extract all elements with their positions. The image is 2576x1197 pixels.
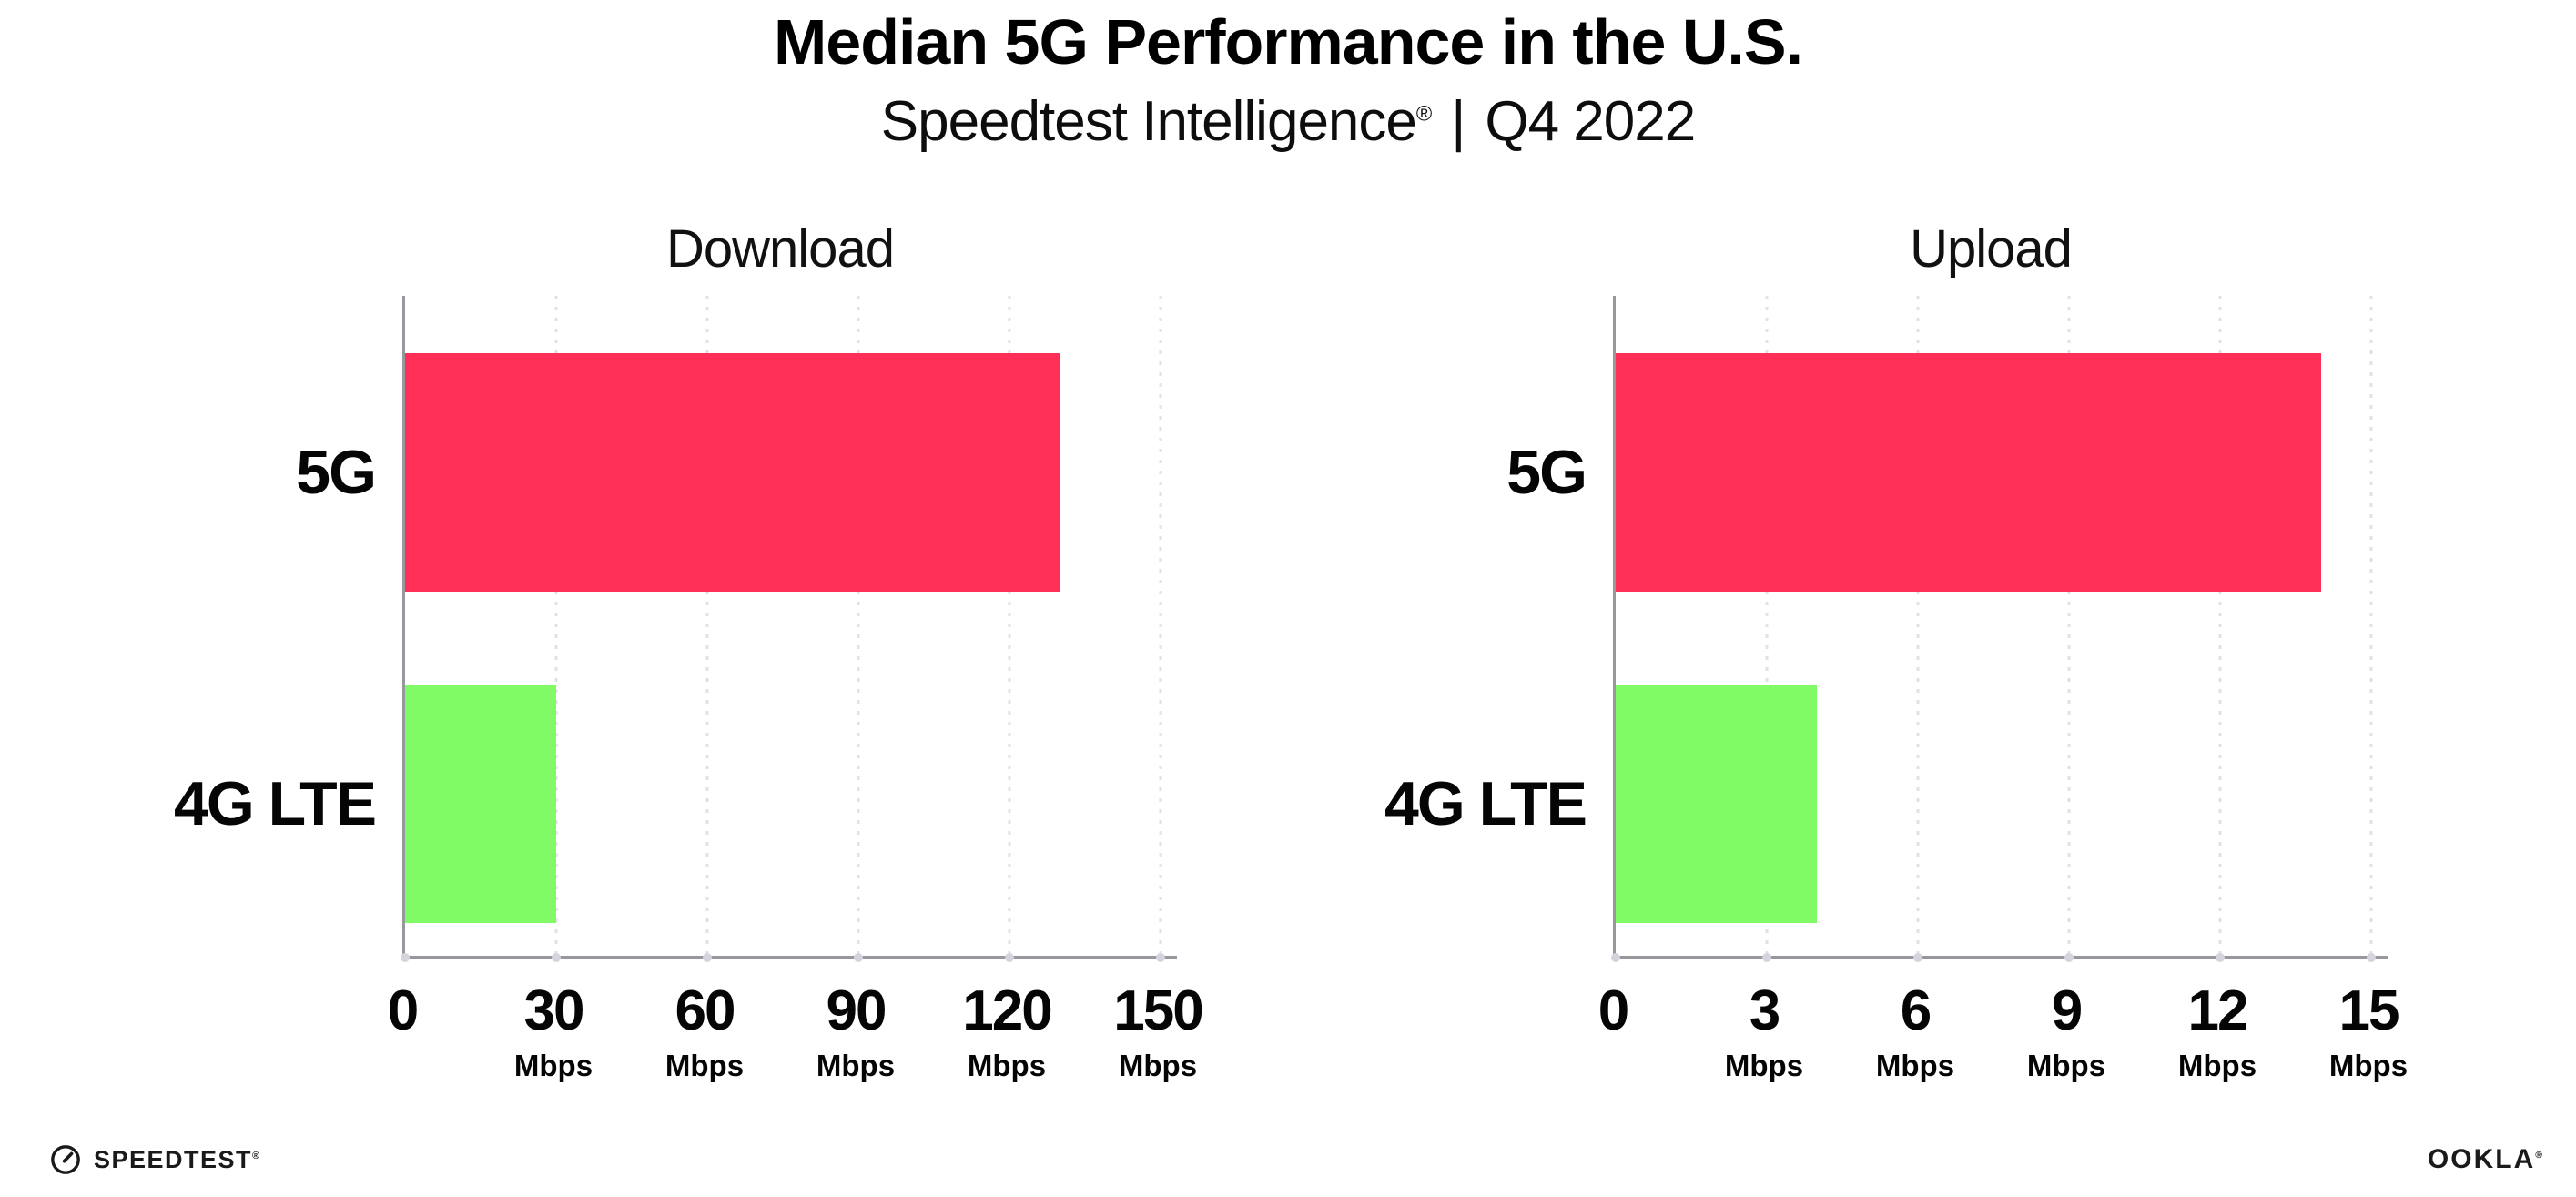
ookla-logo: OOKLA® xyxy=(2428,1146,2544,1173)
page-title: Median 5G Performance in the U.S. xyxy=(773,6,1803,77)
gridline xyxy=(2218,296,2222,956)
x-tick-label: 90 Mbps xyxy=(816,979,896,1082)
speedtest-logo: SPEEDTEST® xyxy=(50,1144,261,1175)
x-tick-unit: Mbps xyxy=(816,1049,896,1082)
bar-4g-lte xyxy=(1616,685,1818,923)
x-tick-value: 90 xyxy=(826,979,887,1042)
x-tick-unit: Mbps xyxy=(1875,1049,1955,1082)
category-label-4g-lte: 4G LTE xyxy=(174,769,377,838)
gridline xyxy=(2369,296,2373,956)
upload-plot-area xyxy=(1611,296,2388,962)
x-tick-label: 3 Mbps xyxy=(1724,979,1804,1082)
x-tick-label: 120 Mbps xyxy=(962,979,1052,1082)
upload-x-axis: 0 3 Mbps 6 Mbps 9 Mbps 12 Mbps 15 Mbps xyxy=(1598,956,2408,1129)
registered-trademark-icon: ® xyxy=(2535,1150,2544,1161)
page-subtitle: Speedtest Intelligence® | Q4 2022 xyxy=(0,89,2576,154)
ookla-wordmark: OOKLA xyxy=(2427,1144,2536,1174)
upload-chart-title: Upload xyxy=(1910,219,2073,279)
gridline xyxy=(1916,296,1920,956)
x-tick-label: 60 Mbps xyxy=(664,979,745,1082)
x-tick-value: 30 xyxy=(523,979,585,1042)
subtitle-period: Q4 2022 xyxy=(1485,90,1696,153)
bar-4g-lte xyxy=(405,685,556,923)
speedtest-gauge-icon xyxy=(51,1145,80,1174)
x-tick-value: 15 xyxy=(2338,979,2400,1042)
category-label-5g: 5G xyxy=(296,438,377,507)
x-tick-unit: Mbps xyxy=(1724,1049,1804,1082)
x-tick-value: 3 xyxy=(1749,979,1780,1042)
x-tick-value: 120 xyxy=(962,979,1052,1042)
gridline xyxy=(1008,296,1011,956)
x-tick-value: 9 xyxy=(2051,979,2083,1042)
axis-tick-dot xyxy=(401,953,410,962)
axis-tick-dot xyxy=(703,953,712,962)
registered-trademark-icon: ® xyxy=(1415,101,1432,126)
bar-5g xyxy=(1616,353,2321,592)
gridline xyxy=(705,296,709,956)
x-tick-unit: Mbps xyxy=(967,1049,1047,1082)
x-tick-label: 15 Mbps xyxy=(2328,979,2409,1082)
download-x-axis: 0 30 Mbps 60 Mbps 90 Mbps 120 Mbps 150 Mbps xyxy=(388,956,1204,1129)
x-tick-label: 6 Mbps xyxy=(1875,979,1955,1082)
subtitle-separator: | xyxy=(1451,90,1465,153)
axis-tick-dot xyxy=(1762,953,1771,962)
speedtest-wordmark: SPEEDTEST® xyxy=(94,1145,261,1173)
axis-tick-dot xyxy=(1156,953,1165,962)
category-label-5g: 5G xyxy=(1506,438,1587,507)
x-tick-value: 0 xyxy=(1597,979,1630,1042)
bar-5g xyxy=(405,353,1060,592)
x-tick-unit: Mbps xyxy=(1118,1049,1198,1082)
axis-tick-dot xyxy=(552,953,561,962)
axis-tick-dot xyxy=(1913,953,1922,962)
x-tick-unit: Mbps xyxy=(2026,1049,2106,1082)
gridline xyxy=(1159,296,1162,956)
gridline xyxy=(857,296,860,956)
subtitle-brand: Speedtest Intelligence xyxy=(880,90,1417,153)
x-tick-label: 0 xyxy=(1597,979,1630,1042)
axis-tick-dot xyxy=(2064,953,2074,962)
category-label-4g-lte: 4G LTE xyxy=(1384,769,1587,838)
gridline xyxy=(1765,296,1769,956)
download-chart-title: Download xyxy=(666,219,895,279)
download-chart: Download 0 30 Mbps 60 Mbps 90 Mbps 120 Mbps 150 Mb… xyxy=(137,218,1204,1129)
x-tick-unit: Mbps xyxy=(2328,1049,2409,1082)
x-tick-label: 0 xyxy=(387,979,420,1042)
axis-tick-dot xyxy=(854,953,863,962)
x-tick-unit: Mbps xyxy=(664,1049,745,1082)
x-tick-label: 9 Mbps xyxy=(2026,979,2106,1082)
x-tick-value: 0 xyxy=(387,979,420,1042)
axis-tick-dot xyxy=(1005,953,1014,962)
download-plot-area xyxy=(401,296,1177,962)
axis-tick-dot xyxy=(2216,953,2225,962)
upload-chart: Upload 0 3 Mbps 6 Mbps 9 Mbps 12 Mbps 15 Mbps 5G 4G… xyxy=(1347,218,2408,1129)
x-tick-value: 12 xyxy=(2187,979,2249,1042)
registered-trademark-icon: ® xyxy=(252,1150,261,1161)
axis-tick-dot xyxy=(2367,953,2376,962)
x-tick-unit: Mbps xyxy=(513,1049,593,1082)
x-tick-label: 150 Mbps xyxy=(1113,979,1203,1082)
gridline xyxy=(554,296,558,956)
gridline xyxy=(2067,296,2071,956)
x-tick-value: 60 xyxy=(674,979,736,1042)
x-tick-unit: Mbps xyxy=(2177,1049,2257,1082)
axis-tick-dot xyxy=(1611,953,1620,962)
x-tick-value: 150 xyxy=(1113,979,1203,1042)
x-tick-label: 12 Mbps xyxy=(2177,979,2257,1082)
x-tick-value: 6 xyxy=(1900,979,1932,1042)
x-tick-label: 30 Mbps xyxy=(513,979,593,1082)
